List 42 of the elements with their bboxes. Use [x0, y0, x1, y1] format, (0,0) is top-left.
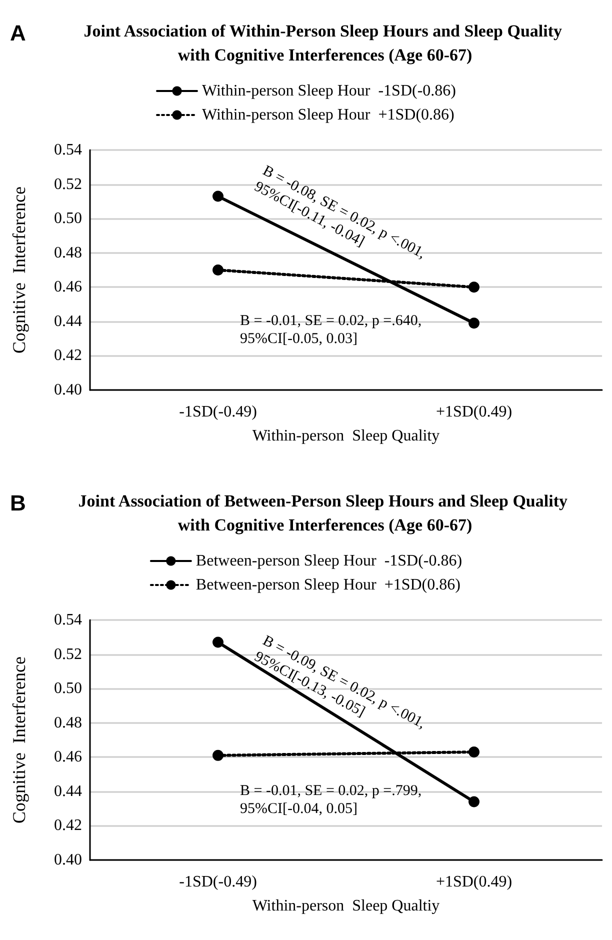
point: [468, 282, 480, 293]
x-tick-label: -1SD(-0.49): [179, 404, 257, 420]
y-tick-label: 0.54: [54, 612, 82, 628]
point: [468, 796, 480, 808]
point: [212, 264, 224, 276]
legend-label: Within-person Sleep Hour -1SD(-0.86): [202, 82, 456, 100]
y-tick-label: 0.52: [54, 646, 82, 663]
x-axis-title: Within-person Sleep Quality: [252, 428, 440, 444]
legend-label: Between-person Sleep Hour +1SD(0.86): [196, 576, 460, 594]
x-tick-label: -1SD(-0.49): [179, 874, 257, 890]
point: [212, 636, 224, 648]
y-tick-label: 0.46: [54, 748, 82, 766]
annotation: B = -0.01, SE = 0.02, p =.640, 95%CI[-0.05, 0.03]: [240, 313, 422, 347]
y-tick-label: 0.50: [54, 210, 82, 228]
point: [212, 750, 224, 761]
y-tick-label: 0.40: [54, 852, 82, 868]
chart-title: Joint Association of Within-Person Sleep Hours and Sleep Quality with Cognitive Interferences (Age 60-67): [84, 22, 566, 64]
y-tick-label: 0.48: [54, 714, 82, 732]
x-tick-label: +1SD(0.49): [436, 404, 512, 420]
y-tick-label: 0.48: [54, 244, 82, 262]
text: A: [10, 20, 26, 46]
x-tick-label: +1SD(0.49): [436, 874, 512, 890]
y-tick-label: 0.50: [54, 680, 82, 698]
y-tick-label: 0.42: [54, 347, 82, 364]
y-tick-label: 0.46: [54, 278, 82, 296]
y-tick-label: 0.44: [54, 312, 82, 330]
text: B: [10, 490, 26, 516]
legend-label: Within-person Sleep Hour +1SD(0.86): [202, 106, 454, 124]
point: [468, 746, 480, 758]
y-axis-title: Cognitive Interference: [9, 186, 29, 354]
legend-label: Between-person Sleep Hour -1SD(-0.86): [196, 552, 462, 570]
y-tick-label: 0.44: [54, 782, 82, 800]
y-tick-label: 0.54: [54, 142, 82, 158]
chart-title: Joint Association of Between-Person Sleep Hours and Sleep Quality with Cognitive Interferences (Age 60-67): [78, 492, 572, 534]
point: [212, 190, 224, 202]
y-axis-title: Cognitive Interference: [9, 656, 29, 824]
annotation: B = -0.01, SE = 0.02, p =.799, 95%CI[-0.04, 0.05]: [240, 783, 422, 817]
y-tick-label: 0.42: [54, 817, 82, 834]
y-tick-label: 0.52: [54, 176, 82, 193]
x-axis-title: Within-person Sleep Qualtiy: [252, 898, 440, 914]
point: [468, 318, 480, 329]
y-tick-label: 0.40: [54, 382, 82, 398]
